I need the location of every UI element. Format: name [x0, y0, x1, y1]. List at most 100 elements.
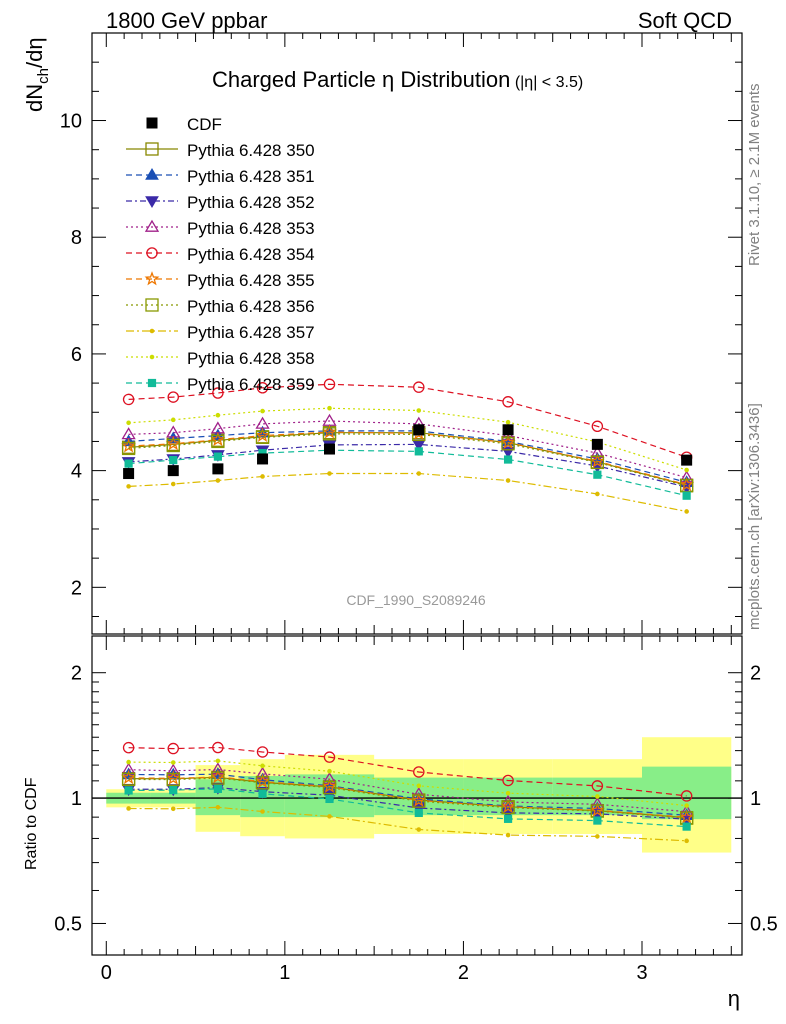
- ratio-point: [412, 794, 426, 808]
- series-point: [505, 419, 511, 425]
- series-point: [215, 478, 221, 483]
- ratio-point: [260, 809, 265, 814]
- ratio-y-tick-label: 2: [71, 663, 82, 685]
- cdf-point: [212, 463, 224, 475]
- ratio-line: [128, 746, 687, 797]
- ratio-line: [128, 806, 687, 842]
- series-point: [684, 467, 689, 473]
- series-point: [213, 452, 222, 461]
- ratio-point: [501, 800, 515, 815]
- ratio-point: [595, 794, 600, 799]
- series-point: [327, 471, 332, 476]
- series-point: [414, 447, 423, 456]
- series-point: [165, 435, 181, 451]
- legend-label: Pythia 6.428 351: [187, 167, 315, 186]
- ratio-point: [122, 741, 135, 754]
- series-point: [416, 408, 422, 413]
- ratio-point: [413, 766, 425, 778]
- series-point: [323, 378, 336, 391]
- ratio-point: [165, 770, 181, 785]
- series-point: [121, 438, 137, 453]
- series-point: [124, 459, 133, 468]
- series-point: [260, 408, 265, 414]
- ratio-point: [590, 797, 605, 810]
- ratio-line: [128, 776, 687, 818]
- series-point: [322, 413, 337, 426]
- main-frame: [91, 32, 743, 635]
- legend-label: Pythia 6.428 353: [187, 219, 315, 238]
- legend: [126, 117, 178, 388]
- ratio-point: [210, 762, 226, 775]
- series-point: [500, 434, 516, 449]
- y-axis-label-main: dN: [22, 84, 47, 112]
- ratio-y-tick-label: 1: [71, 788, 82, 810]
- ratio-point: [258, 789, 267, 798]
- series-point: [501, 437, 515, 451]
- rivet-label: Rivet 3.1.10, ≥ 2.1M events: [746, 83, 763, 267]
- header-right: Soft QCD: [637, 8, 732, 33]
- ratio-point: [322, 780, 337, 795]
- ratio-point: [414, 808, 423, 818]
- ratio-point: [255, 773, 271, 788]
- cdf-point: [257, 453, 269, 465]
- x-tick-label: 3: [636, 962, 647, 984]
- ratio-point: [679, 809, 695, 824]
- series-point: [260, 474, 265, 479]
- ratio-point: [325, 794, 334, 804]
- series-point: [416, 471, 422, 476]
- ratio-point: [255, 776, 270, 790]
- ratio-y-tick-label: 0.5: [54, 913, 82, 935]
- ratio-point: [166, 772, 180, 787]
- ratio-y-axis-label: Ratio to CDF: [23, 777, 40, 870]
- ratio-point: [167, 742, 179, 755]
- ratio-point: [679, 804, 694, 817]
- ratio-point: [591, 780, 604, 792]
- ratio-point: [256, 746, 269, 758]
- series-point: [593, 470, 602, 479]
- legend-label: Pythia 6.428 359: [187, 375, 315, 394]
- series-point: [121, 441, 136, 456]
- y-axis-label-sub: ch: [35, 68, 52, 84]
- series-point: [255, 427, 271, 442]
- ratio-point: [260, 763, 265, 769]
- series-point: [503, 455, 513, 464]
- series-point: [679, 476, 695, 491]
- series-point: [502, 396, 514, 408]
- series-line: [128, 383, 687, 458]
- series-point: [255, 430, 270, 445]
- x-tick-label: 2: [458, 962, 469, 984]
- ratio-y-tick-label-right: 2: [750, 663, 761, 685]
- ratio-point: [682, 822, 691, 831]
- series-point: [595, 491, 600, 497]
- ratio-point: [126, 759, 131, 765]
- series-point: [170, 417, 176, 423]
- ratio-point: [593, 816, 602, 825]
- series-point: [169, 456, 178, 465]
- y-axis-label-tail: /dη: [22, 37, 47, 68]
- chart-subtitle: (|η| < 3.5): [510, 74, 583, 91]
- series-point: [256, 382, 269, 394]
- cdf-point: [591, 438, 603, 450]
- series-point: [211, 434, 225, 449]
- series-point: [126, 420, 131, 426]
- series-line: [128, 433, 687, 487]
- ratio-series: [121, 741, 695, 844]
- ratio-point: [680, 790, 693, 802]
- main-y-tick-label: 10: [60, 111, 82, 133]
- ratio-point: [215, 804, 221, 810]
- legend-marker: [144, 219, 160, 232]
- header-left: 1800 GeV ppbar: [106, 8, 268, 33]
- ratio-point: [215, 758, 221, 764]
- mcplots-label: mcplots.cern.ch [arXiv:1306.3436]: [746, 403, 763, 630]
- ratio-point: [322, 771, 337, 785]
- legend-label: Pythia 6.428 354: [187, 245, 315, 264]
- legend-label: Pythia 6.428 352: [187, 193, 315, 212]
- series-point: [212, 387, 224, 399]
- ratio-point: [255, 766, 270, 779]
- series-point: [166, 438, 180, 453]
- cdf-point: [167, 465, 179, 477]
- legend-marker-cdf: [146, 117, 158, 129]
- legend-marker: [145, 196, 159, 208]
- series-line: [128, 431, 687, 486]
- series-line: [128, 420, 687, 479]
